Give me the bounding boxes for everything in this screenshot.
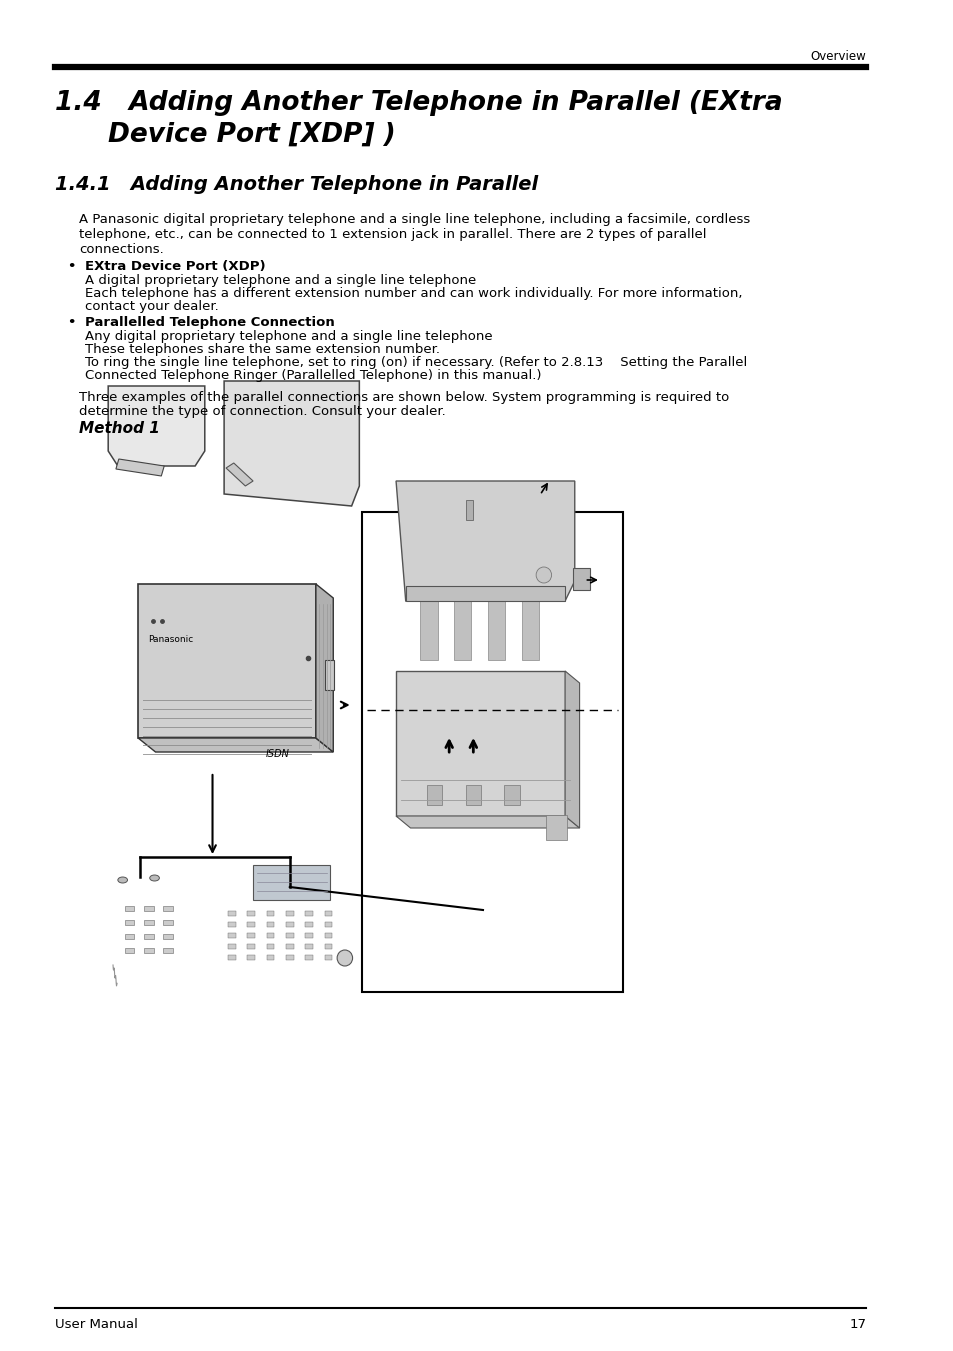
Bar xyxy=(144,920,153,925)
Text: connections.: connections. xyxy=(79,243,164,255)
Bar xyxy=(324,911,332,916)
Bar xyxy=(266,955,274,961)
Bar xyxy=(286,911,294,916)
Polygon shape xyxy=(226,463,253,486)
Bar xyxy=(247,921,254,927)
Text: Each telephone has a different extension number and can work individually. For m: Each telephone has a different extension… xyxy=(85,286,741,300)
Bar xyxy=(163,920,172,925)
Text: ISDN: ISDN xyxy=(265,748,289,759)
Text: EXtra Device Port (XDP): EXtra Device Port (XDP) xyxy=(85,259,265,273)
Bar xyxy=(253,865,330,900)
Bar xyxy=(521,600,538,661)
Text: Method 1: Method 1 xyxy=(79,422,160,436)
Bar xyxy=(163,934,172,939)
Polygon shape xyxy=(395,481,574,601)
Text: Device Port [XDP] ): Device Port [XDP] ) xyxy=(108,122,395,149)
Polygon shape xyxy=(564,671,579,828)
Text: determine the type of connection. Consult your dealer.: determine the type of connection. Consul… xyxy=(79,405,445,417)
Polygon shape xyxy=(315,584,333,753)
Text: Panasonic: Panasonic xyxy=(148,635,193,644)
Bar xyxy=(324,921,332,927)
Bar xyxy=(247,944,254,948)
Polygon shape xyxy=(395,671,564,816)
Bar xyxy=(247,934,254,938)
Bar xyxy=(228,944,235,948)
Bar xyxy=(228,911,235,916)
Bar xyxy=(286,944,294,948)
Bar xyxy=(125,934,134,939)
Polygon shape xyxy=(224,381,359,507)
Bar xyxy=(460,494,498,540)
Bar xyxy=(305,921,313,927)
Bar xyxy=(163,907,172,911)
Bar xyxy=(419,600,437,661)
Text: •: • xyxy=(68,259,76,273)
Bar xyxy=(286,934,294,938)
Bar xyxy=(487,600,505,661)
Text: A Panasonic digital proprietary telephone and a single line telephone, including: A Panasonic digital proprietary telephon… xyxy=(79,213,750,226)
Text: Connected Telephone Ringer (Parallelled Telephone) in this manual.): Connected Telephone Ringer (Parallelled … xyxy=(85,369,541,382)
Bar xyxy=(125,948,134,952)
Bar xyxy=(305,955,313,961)
Circle shape xyxy=(336,950,353,966)
Bar xyxy=(286,921,294,927)
Text: A digital proprietary telephone and a single line telephone: A digital proprietary telephone and a si… xyxy=(85,274,476,286)
Bar xyxy=(427,785,442,805)
Polygon shape xyxy=(405,586,564,601)
Bar xyxy=(125,920,134,925)
Bar xyxy=(266,934,274,938)
Bar xyxy=(305,944,313,948)
Bar xyxy=(572,567,590,590)
Text: contact your dealer.: contact your dealer. xyxy=(85,300,218,313)
Bar xyxy=(144,948,153,952)
Text: These telephones share the same extension number.: These telephones share the same extensio… xyxy=(85,343,439,357)
Polygon shape xyxy=(395,816,579,828)
Bar xyxy=(324,955,332,961)
Text: Overview: Overview xyxy=(810,50,865,63)
Bar xyxy=(465,785,480,805)
Bar xyxy=(305,934,313,938)
Bar xyxy=(324,661,334,690)
Ellipse shape xyxy=(118,877,128,884)
Bar xyxy=(324,944,332,948)
Bar xyxy=(247,955,254,961)
Text: To ring the single line telephone, set to ring (on) if necessary. (Refer to 2.8.: To ring the single line telephone, set t… xyxy=(85,357,746,369)
Text: Any digital proprietary telephone and a single line telephone: Any digital proprietary telephone and a … xyxy=(85,330,492,343)
Bar xyxy=(247,911,254,916)
Bar xyxy=(125,907,134,911)
Text: 1.4   Adding Another Telephone in Parallel (EXtra: 1.4 Adding Another Telephone in Parallel… xyxy=(55,91,781,116)
Bar xyxy=(454,600,471,661)
Bar xyxy=(266,944,274,948)
Bar xyxy=(144,934,153,939)
Text: 1.4.1   Adding Another Telephone in Parallel: 1.4.1 Adding Another Telephone in Parall… xyxy=(55,176,537,195)
Bar xyxy=(163,948,172,952)
Text: •: • xyxy=(68,316,76,330)
Text: Parallelled Telephone Connection: Parallelled Telephone Connection xyxy=(85,316,335,330)
Bar xyxy=(266,921,274,927)
Ellipse shape xyxy=(150,875,159,881)
Text: Three examples of the parallel connections are shown below. System programming i: Three examples of the parallel connectio… xyxy=(79,390,729,404)
Bar xyxy=(504,785,519,805)
Text: telephone, etc., can be connected to 1 extension jack in parallel. There are 2 t: telephone, etc., can be connected to 1 e… xyxy=(79,228,706,240)
Bar xyxy=(228,934,235,938)
Bar xyxy=(362,512,622,992)
Bar xyxy=(266,911,274,916)
Text: User Manual: User Manual xyxy=(55,1319,138,1331)
Bar xyxy=(465,500,473,520)
Polygon shape xyxy=(138,584,315,738)
Polygon shape xyxy=(108,386,205,466)
Circle shape xyxy=(536,567,551,584)
Bar xyxy=(545,815,566,840)
Polygon shape xyxy=(116,459,164,476)
Bar xyxy=(144,907,153,911)
Bar xyxy=(305,911,313,916)
Bar xyxy=(228,955,235,961)
Polygon shape xyxy=(138,738,333,753)
Bar xyxy=(228,921,235,927)
Bar xyxy=(286,955,294,961)
Text: 17: 17 xyxy=(848,1319,865,1331)
Bar xyxy=(324,934,332,938)
